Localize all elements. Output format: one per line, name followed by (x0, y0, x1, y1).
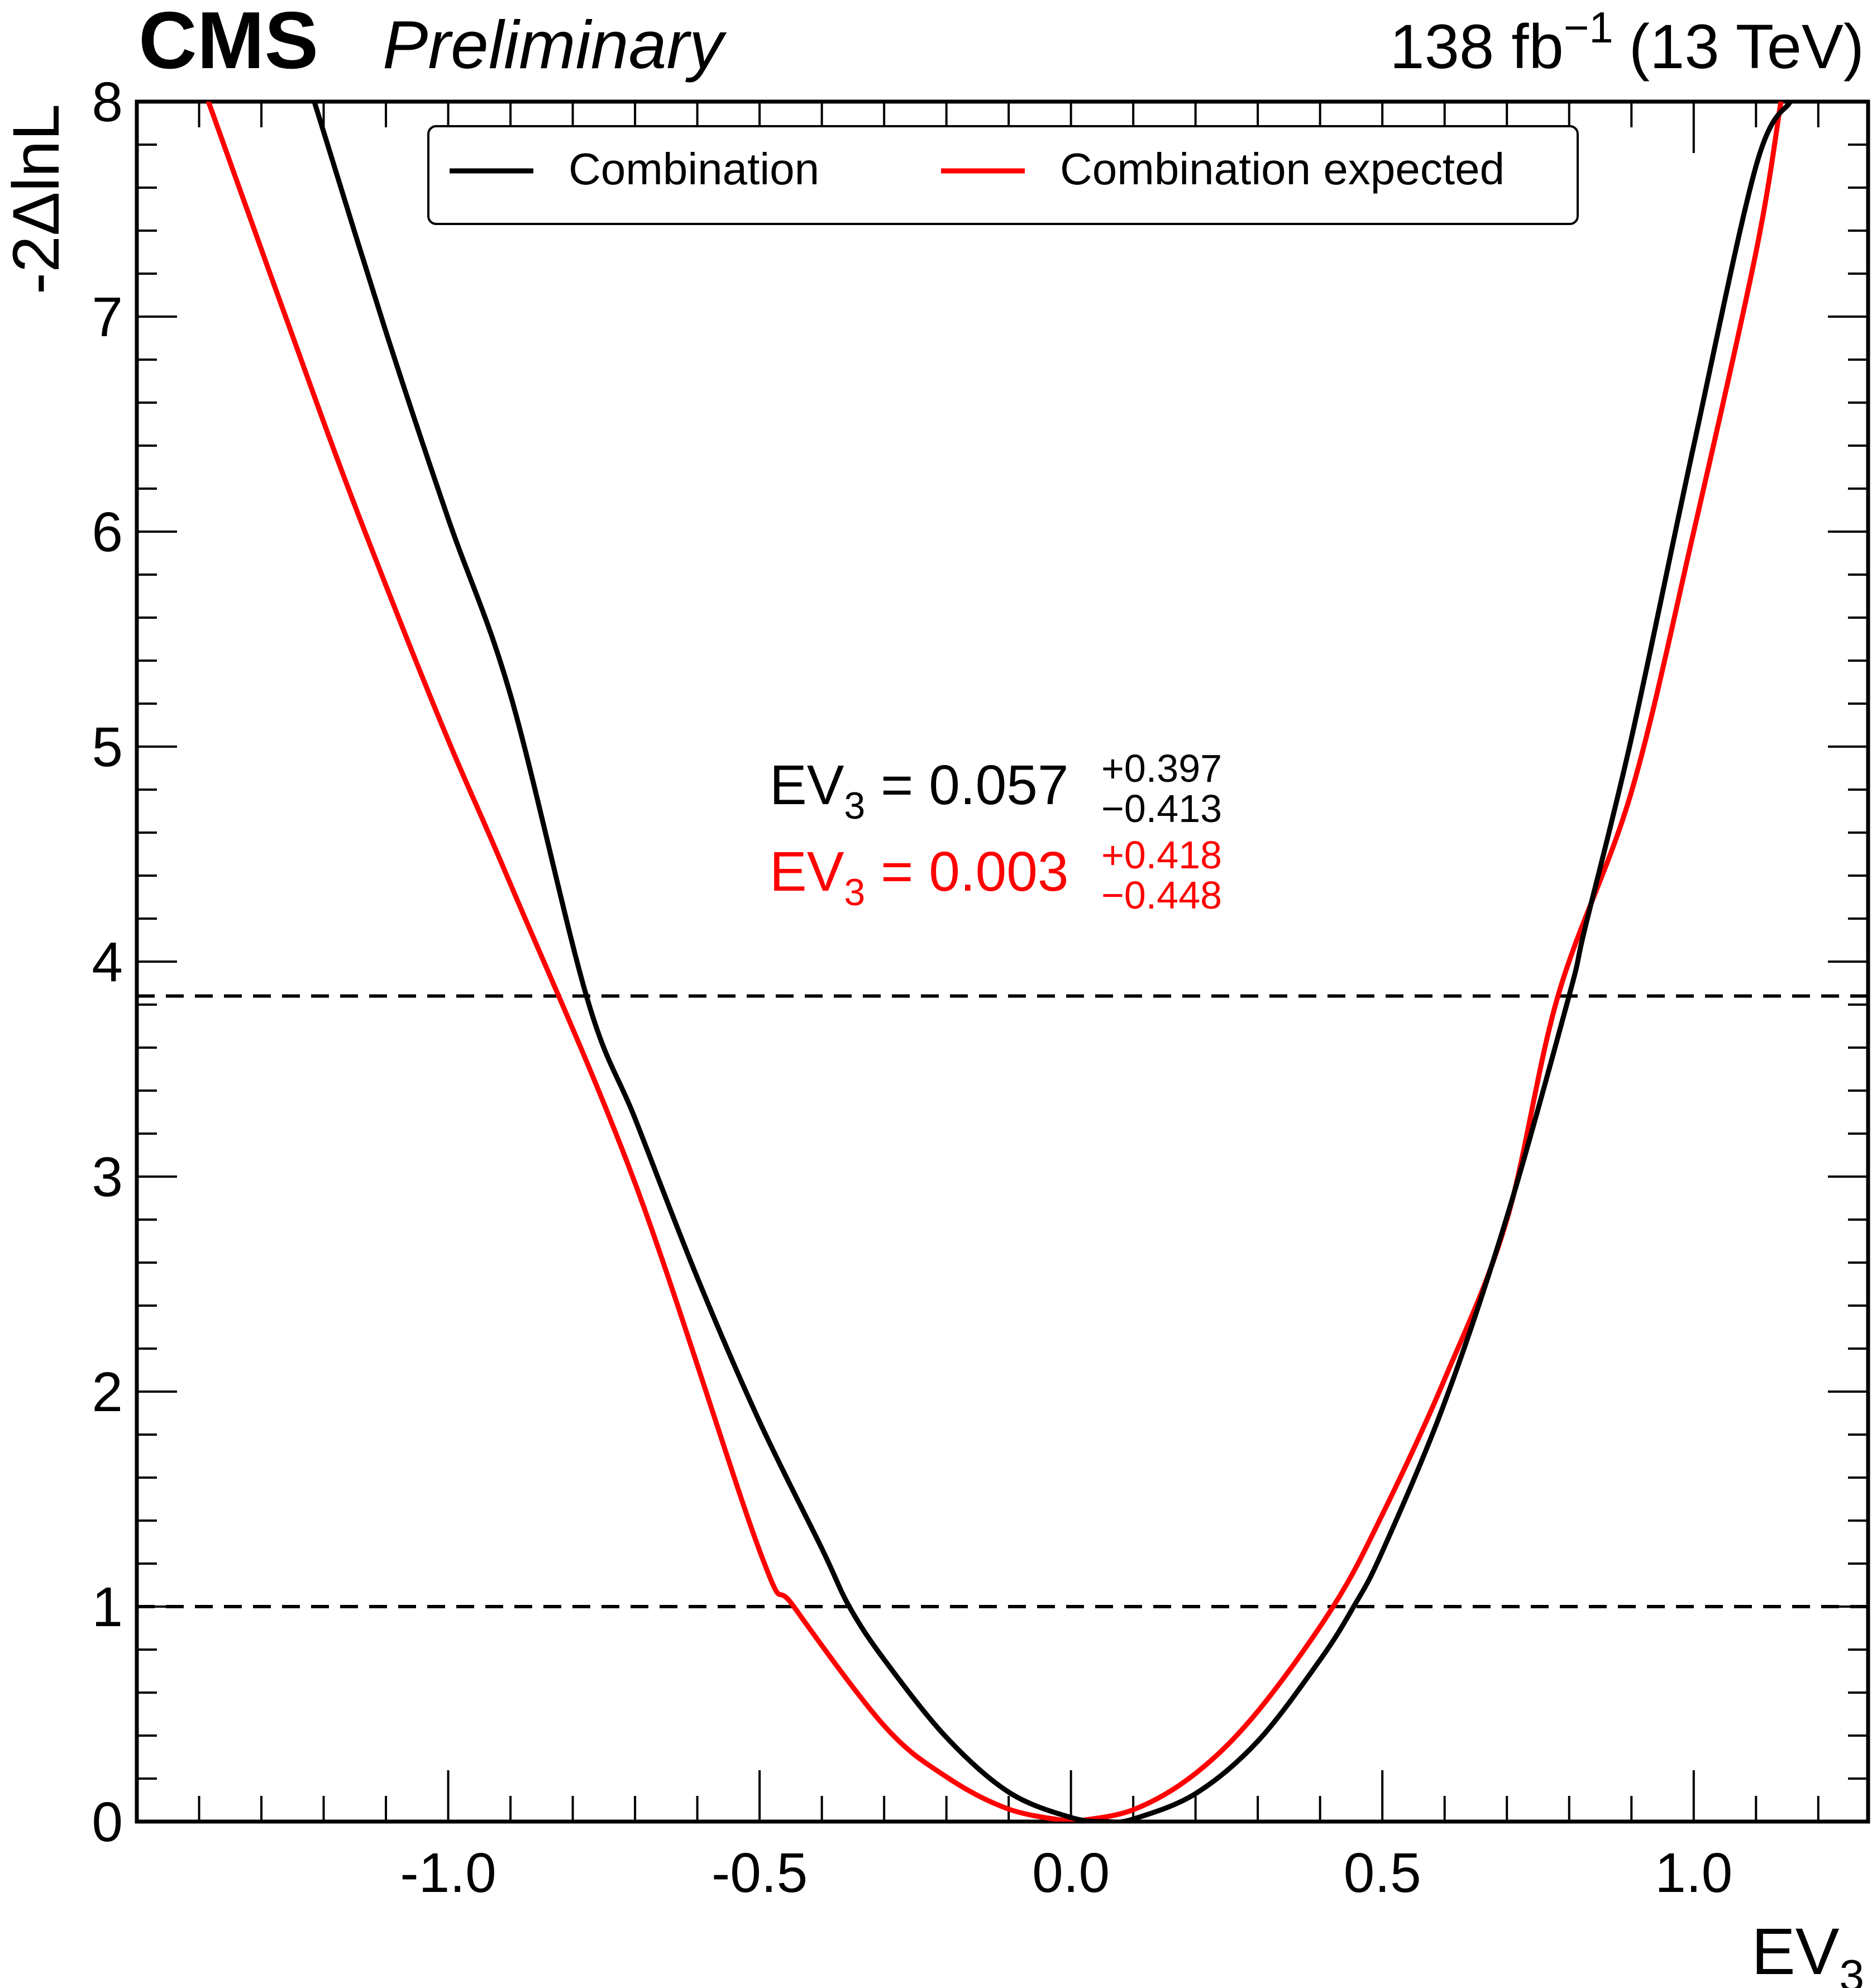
result-expected-minus: −0.448 (1101, 873, 1222, 917)
y-tick-label: 8 (92, 71, 123, 133)
legend: Combination Combination expected (427, 125, 1579, 225)
result-observed-plus: +0.397 (1101, 747, 1222, 790)
x-tick-label: 1.0 (1655, 1842, 1732, 1904)
result-observed-label: EV (770, 754, 844, 816)
result-observed-subscript: 3 (844, 785, 865, 827)
result-expected-main: EV3 = 0.003 (770, 840, 1068, 914)
result-observed-value: 0.057 (929, 754, 1068, 816)
result-expected-subscript: 3 (844, 871, 865, 914)
lumi-label: 138 fb−1 (13 TeV) (1389, 3, 1864, 82)
y-tick-label: 4 (92, 931, 123, 993)
likelihood-curves (206, 102, 1793, 1822)
reference-lines (137, 994, 1868, 1608)
result-expected-label: EV (770, 840, 844, 903)
result-expected: EV3 = 0.003 +0.418 −0.448 (770, 833, 1222, 917)
x-tick-label: 0.0 (1032, 1842, 1110, 1904)
y-tick-label: 1 (92, 1576, 123, 1638)
y-tick-label: 0 (92, 1791, 123, 1853)
x-tick-label: 0.5 (1344, 1842, 1421, 1904)
legend-label-combination: Combination (569, 144, 819, 194)
x-tick-label: -0.5 (711, 1842, 808, 1904)
x-tick-label: -1.0 (400, 1842, 496, 1904)
result-observed-minus: −0.413 (1101, 787, 1222, 830)
series-line-combination (312, 102, 1793, 1822)
result-observed-main: EV3 = 0.057 (770, 754, 1068, 827)
experiment-label: CMS (139, 0, 318, 85)
x-axis-label: EV3 (1751, 1915, 1864, 1988)
series-line-expected (206, 102, 1784, 1822)
y-tick-label: 6 (92, 501, 123, 563)
result-observed: EV3 = 0.057 +0.397 −0.413 (770, 747, 1222, 830)
lumi-main: 138 fb (1389, 12, 1563, 82)
y-tick-label: 5 (92, 716, 123, 778)
x-axis-label-main: EV (1751, 1915, 1840, 1988)
result-expected-plus: +0.418 (1101, 833, 1222, 877)
y-tick-label: 7 (92, 286, 123, 348)
lumi-exponent: −1 (1564, 3, 1613, 52)
y-tick-label: 2 (92, 1361, 123, 1423)
axis-tick-labels: 0 1 2 3 4 5 6 7 8 -1.0 -0.5 0.0 0.5 1.0 (92, 71, 1732, 1904)
result-observed-eq: = (865, 754, 929, 816)
legend-label-expected: Combination expected (1060, 144, 1505, 194)
result-expected-value: 0.003 (929, 840, 1068, 903)
x-axis-label-subscript: 3 (1840, 1951, 1865, 1988)
y-axis-label: -2ΔlnL (0, 104, 73, 294)
legend-box (427, 125, 1579, 225)
energy-label: (13 TeV) (1629, 12, 1864, 82)
result-expected-eq: = (865, 840, 929, 903)
y-tick-label: 3 (92, 1146, 123, 1208)
status-label: Preliminary (383, 7, 727, 83)
